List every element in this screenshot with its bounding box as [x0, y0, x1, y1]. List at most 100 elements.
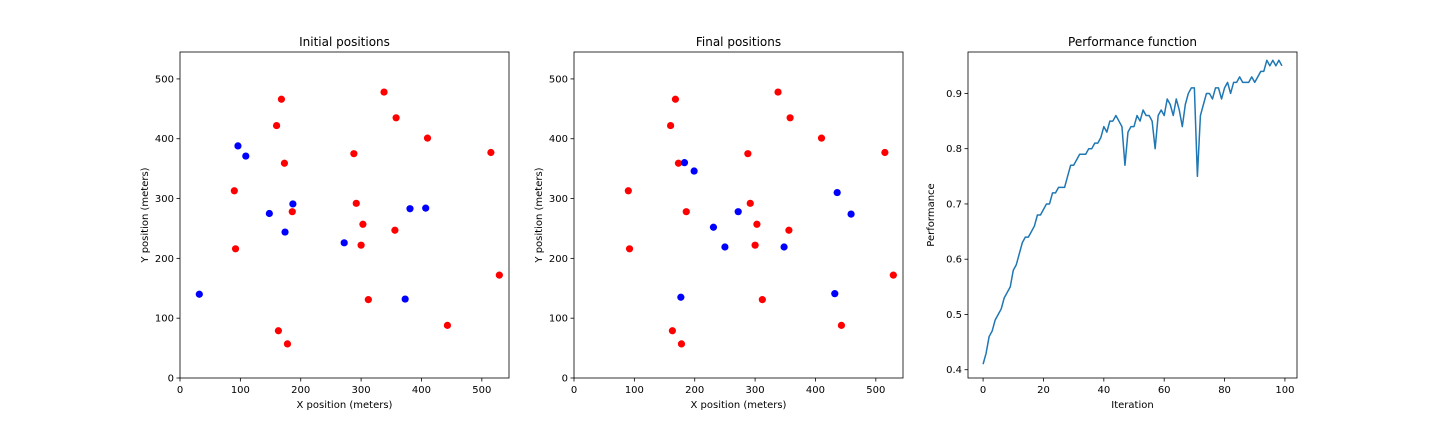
- scatter-point: [668, 327, 676, 335]
- y-tick-label: 0.6: [946, 255, 962, 266]
- scatter-point: [666, 121, 675, 130]
- subplot-initial-positions: Initial positions X position (meters) Y …: [140, 35, 510, 411]
- scatter-point: [406, 205, 414, 213]
- y-tick-label: 300: [155, 194, 174, 205]
- y-tick-label: 100: [155, 314, 174, 325]
- scatter-point: [380, 88, 388, 96]
- scatter-point: [625, 245, 634, 253]
- scatter-point: [677, 340, 686, 348]
- scatter-point: [230, 187, 238, 195]
- y-tick-label: 0: [562, 374, 568, 385]
- y-tick-label: 300: [549, 194, 568, 205]
- subplot-final-positions: Final positions X position (meters) Y po…: [534, 35, 904, 411]
- scatter-point: [786, 114, 794, 122]
- x-tick-label: 400: [412, 385, 431, 396]
- scatter-point: [265, 209, 273, 218]
- x-tick-label: 60: [1158, 385, 1171, 396]
- x-tick-label: 20: [1037, 385, 1050, 396]
- y-tick-label: 200: [155, 254, 174, 265]
- scatter-point: [709, 223, 718, 231]
- x-tick-label: 100: [625, 385, 644, 396]
- scatter-point: [785, 226, 793, 234]
- y-axis-label: Y position (meters): [534, 167, 545, 263]
- axes-frame: [179, 51, 510, 379]
- scatter-point: [881, 148, 889, 157]
- x-tick-label: 500: [472, 385, 491, 396]
- y-axis-label: Y position (meters): [140, 167, 151, 263]
- axes-frame: [573, 51, 904, 379]
- scatter-point: [753, 220, 761, 228]
- scatter-point: [350, 150, 358, 158]
- scatter-point: [751, 241, 759, 249]
- x-tick-label: 0: [177, 385, 183, 396]
- y-tick-label: 200: [549, 254, 568, 265]
- scatter-point: [495, 271, 503, 279]
- x-tick-label: 100: [231, 385, 250, 396]
- y-tick-label: 0.4: [946, 365, 962, 376]
- scatter-point: [780, 243, 788, 251]
- scatter-point: [401, 295, 409, 303]
- scatter-point: [758, 296, 766, 304]
- scatter-point: [283, 340, 292, 348]
- chart-title: Initial positions: [299, 35, 390, 49]
- chart-title: Performance function: [1068, 35, 1197, 49]
- scatter-point: [280, 159, 289, 167]
- scatter-point: [277, 95, 286, 103]
- x-axis-label: Iteration: [1111, 400, 1153, 411]
- scatter-point: [195, 290, 203, 298]
- x-tick-label: 300: [352, 385, 371, 396]
- scatter-point: [281, 228, 289, 236]
- y-tick-label: 100: [549, 314, 568, 325]
- scatter-point: [423, 134, 432, 142]
- x-tick-label: 0: [571, 385, 577, 396]
- y-tick-label: 0.9: [946, 89, 962, 100]
- scatter-point: [340, 239, 348, 247]
- scatter-point: [682, 208, 690, 216]
- scatter-point: [392, 114, 400, 122]
- y-tick-label: 0.8: [946, 144, 962, 155]
- x-axis-label: X position (meters): [691, 400, 787, 411]
- scatter-point: [487, 148, 495, 157]
- x-tick-label: 100: [1275, 385, 1294, 396]
- scatter-point: [357, 241, 365, 249]
- scatter-point: [288, 208, 296, 216]
- x-tick-label: 200: [685, 385, 704, 396]
- x-axis-label: X position (meters): [297, 400, 393, 411]
- scatter-point: [690, 167, 698, 175]
- y-tick-label: 400: [549, 134, 568, 145]
- y-tick-label: 0.7: [946, 199, 962, 210]
- performance-line: [982, 59, 1283, 365]
- scatter-point: [391, 226, 399, 234]
- scatter-point: [234, 142, 242, 150]
- scatter-point: [674, 159, 683, 167]
- y-tick-label: 500: [155, 74, 174, 85]
- scatter-point: [817, 134, 826, 142]
- x-tick-label: 200: [291, 385, 310, 396]
- scatter-point: [624, 187, 632, 195]
- scatter-point: [680, 159, 689, 167]
- scatter-point: [422, 204, 430, 212]
- scatter-point: [274, 327, 282, 335]
- x-tick-label: 80: [1218, 385, 1231, 396]
- x-tick-label: 40: [1097, 385, 1110, 396]
- scatter-point: [289, 200, 297, 208]
- scatter-point: [734, 208, 742, 216]
- scatter-point: [231, 245, 240, 253]
- y-tick-label: 400: [155, 134, 174, 145]
- scatter-point: [833, 188, 841, 197]
- y-tick-label: 0: [168, 374, 174, 385]
- scatter-point: [677, 293, 685, 301]
- scatter-point: [721, 243, 729, 251]
- y-axis-label: Performance: [926, 183, 937, 246]
- scatter-point: [352, 199, 360, 207]
- y-tick-label: 0.5: [946, 310, 962, 321]
- x-tick-label: 500: [866, 385, 885, 396]
- scatter-point: [744, 150, 752, 158]
- scatter-point: [746, 199, 754, 207]
- scatter-point: [443, 321, 452, 329]
- axes-frame: [967, 51, 1298, 379]
- scatter-point: [671, 95, 680, 103]
- scatter-point: [831, 290, 839, 298]
- scatter-point: [272, 121, 281, 130]
